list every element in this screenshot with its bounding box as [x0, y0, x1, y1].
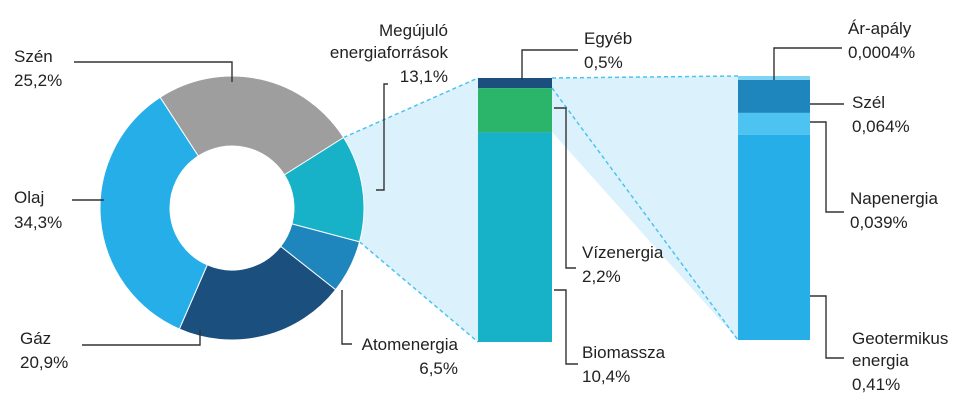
label-egyeb-value: 0,5%	[584, 53, 623, 72]
label-gaz-name: Gáz	[20, 329, 51, 348]
label-nap-name: Napenergia	[850, 189, 938, 208]
label-atom-name: Atomenergia	[362, 335, 459, 354]
label-szen-name: Szén	[14, 47, 53, 66]
leader-bio	[554, 289, 578, 365]
label-viz-value: 2,2%	[582, 267, 621, 286]
bar1-segment-biomassza	[478, 132, 552, 342]
bar2-segment-napenergia	[738, 112, 810, 135]
other-renewables-stacked-bar	[738, 76, 810, 340]
label-geo-value: 0,41%	[852, 375, 900, 394]
funnel-edge-top-1	[343, 77, 479, 139]
label-szel-name: Szél	[852, 93, 885, 112]
donut-slice-szen	[159, 75, 345, 176]
labels: Szén 25,2% Megújuló energiaforrások 13,1…	[14, 19, 948, 394]
donut-slice-olaj	[99, 96, 208, 330]
label-nap-value: 0,039%	[850, 213, 908, 232]
label-geo-name-2: energia	[852, 351, 909, 370]
label-arapaly-name: Ár-apály	[848, 19, 912, 38]
funnel-edge-bottom-2	[551, 87, 739, 341]
leader-nap	[810, 121, 844, 213]
label-arapaly-value: 0,0004%	[848, 43, 915, 62]
label-szen-value: 25,2%	[14, 71, 62, 90]
renewables-stacked-bar	[478, 78, 552, 342]
funnel-bar1-to-bar2	[552, 76, 738, 340]
donut-slice-gaz	[178, 245, 337, 341]
label-szel-value: 0,064%	[852, 117, 910, 136]
bar1-segment-egyeb	[478, 78, 552, 89]
leader-atom	[341, 290, 352, 345]
leader-viz	[554, 107, 576, 269]
bar2-segment-szel	[738, 80, 810, 113]
leader-megujulo	[376, 83, 388, 191]
funnel-edge-bottom-1	[359, 241, 479, 343]
leader-egyeb	[521, 49, 578, 80]
label-megujulo-value: 13,1%	[400, 67, 448, 86]
zoom-funnels	[343, 75, 739, 343]
label-geo-name-1: Geotermikus	[852, 329, 948, 348]
label-olaj-value: 34,3%	[14, 213, 62, 232]
leader-gaz	[82, 330, 201, 346]
leader-geo	[810, 295, 844, 359]
funnel-donut-to-bar1	[343, 78, 478, 342]
donut-chart	[99, 75, 365, 341]
bar1-segment-vizenergia	[478, 88, 552, 133]
label-bio-value: 10,4%	[582, 367, 630, 386]
label-bio-name: Biomassza	[582, 343, 666, 362]
leader-szen	[74, 61, 233, 82]
label-megujulo-name-1: Megújuló	[379, 21, 448, 40]
label-egyeb-name: Egyéb	[584, 29, 632, 48]
leader-arapaly	[773, 47, 842, 80]
label-megujulo-name-2: energiaforrások	[330, 43, 449, 62]
leader-lines	[72, 47, 844, 365]
label-atom-value: 6,5%	[419, 359, 458, 378]
label-olaj-name: Olaj	[14, 188, 44, 207]
label-gaz-value: 20,9%	[20, 353, 68, 372]
label-viz-name: Vízenergia	[582, 243, 664, 262]
bar2-segment-geotermikus-energia	[738, 134, 810, 340]
funnel-edge-top-2	[551, 75, 739, 79]
